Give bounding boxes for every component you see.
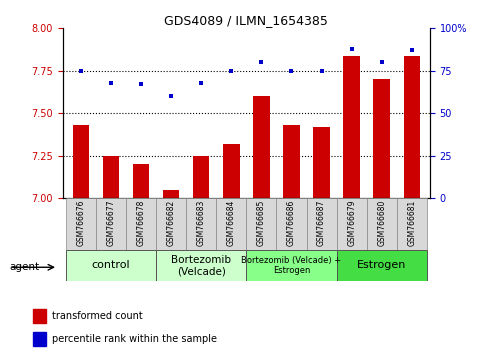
Bar (337, 198, 367, 250)
Bar (246, 198, 276, 250)
Bar (253, 96, 270, 198)
Text: Estrogen: Estrogen (357, 261, 406, 270)
Point (198, 80, 205, 86)
Bar (403, 56, 420, 198)
Point (318, 68, 326, 74)
Bar (163, 190, 179, 198)
Bar (397, 198, 427, 250)
Title: GDS4089 / ILMN_1654385: GDS4089 / ILMN_1654385 (164, 14, 328, 27)
Bar (307, 198, 337, 250)
Bar (186, 198, 216, 250)
Point (348, 46, 355, 52)
Text: GSM766676: GSM766676 (76, 200, 85, 246)
Text: GSM766684: GSM766684 (227, 200, 236, 246)
Bar (66, 250, 156, 281)
Bar (156, 198, 186, 250)
Text: control: control (92, 261, 130, 270)
Bar (246, 250, 337, 281)
Point (227, 68, 235, 74)
Bar (313, 127, 330, 198)
Point (287, 68, 295, 74)
Text: GSM766683: GSM766683 (197, 200, 206, 246)
Text: agent: agent (10, 262, 40, 272)
Bar (126, 198, 156, 250)
Point (137, 81, 145, 87)
Bar (133, 164, 149, 198)
Text: GSM766679: GSM766679 (347, 200, 356, 246)
Point (167, 93, 175, 99)
Bar (33, 332, 46, 346)
Bar (343, 56, 360, 198)
Text: GSM766682: GSM766682 (167, 200, 176, 246)
Bar (216, 198, 246, 250)
Text: GSM766681: GSM766681 (407, 200, 416, 246)
Bar (193, 156, 210, 198)
Point (257, 59, 265, 65)
Text: GSM766680: GSM766680 (377, 200, 386, 246)
Bar (33, 309, 46, 323)
Text: Bortezomib (Velcade) +
Estrogen: Bortezomib (Velcade) + Estrogen (242, 256, 341, 275)
Text: transformed count: transformed count (53, 311, 143, 321)
Bar (103, 156, 119, 198)
Text: GSM766678: GSM766678 (137, 200, 145, 246)
Text: GSM766677: GSM766677 (106, 200, 115, 246)
Text: Bortezomib
(Velcade): Bortezomib (Velcade) (171, 255, 231, 276)
Point (107, 80, 115, 86)
Bar (156, 250, 246, 281)
Text: GSM766687: GSM766687 (317, 200, 326, 246)
Bar (373, 79, 390, 198)
Text: percentile rank within the sample: percentile rank within the sample (53, 334, 217, 344)
Bar (223, 144, 240, 198)
Bar (66, 198, 96, 250)
Bar (337, 250, 427, 281)
Point (77, 68, 85, 74)
Text: GSM766685: GSM766685 (257, 200, 266, 246)
Bar (276, 198, 307, 250)
Bar (72, 125, 89, 198)
Bar (367, 198, 397, 250)
Bar (96, 198, 126, 250)
Bar (283, 125, 300, 198)
Point (378, 59, 385, 65)
Text: GSM766686: GSM766686 (287, 200, 296, 246)
Point (408, 47, 416, 53)
